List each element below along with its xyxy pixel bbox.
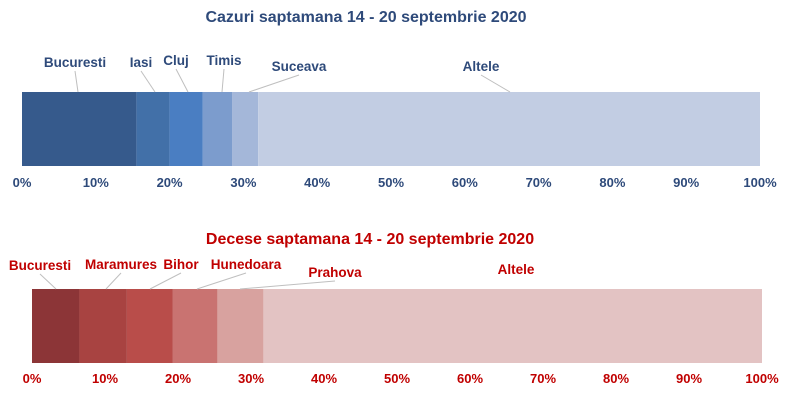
- x-tick-label: 50%: [378, 175, 404, 190]
- x-tick-label: 10%: [83, 175, 109, 190]
- bar-segment-cluj: [169, 92, 203, 166]
- segment-label: Timis: [206, 53, 241, 68]
- x-tick-label: 70%: [530, 371, 556, 386]
- segment-label: Prahova: [308, 265, 362, 280]
- bar-segment-prahova: [217, 289, 264, 363]
- bar-segment-altele: [263, 289, 762, 363]
- segment-label: Suceava: [272, 59, 327, 74]
- leader-line: [196, 272, 247, 290]
- bar-segment-iasi: [136, 92, 170, 166]
- leader-line: [74, 70, 79, 93]
- bar-segment-altele: [258, 92, 760, 166]
- x-tick-label: 90%: [676, 371, 702, 386]
- leader-line: [175, 68, 189, 93]
- x-tick-label: 80%: [599, 175, 625, 190]
- x-tick-label: 30%: [238, 371, 264, 386]
- cases-chart: Cazuri saptamana 14 - 20 septembrie 2020…: [13, 9, 777, 190]
- chart-title: Cazuri saptamana 14 - 20 septembrie 2020: [205, 9, 526, 26]
- leader-line: [140, 70, 156, 93]
- segment-label: Altele: [463, 59, 500, 74]
- segment-label: Bucuresti: [44, 55, 106, 70]
- x-tick-label: 60%: [452, 175, 478, 190]
- x-tick-label: 70%: [526, 175, 552, 190]
- segment-label: Cluj: [163, 53, 189, 68]
- bar-segment-hunedoara: [172, 289, 218, 363]
- bar-segment-bihor: [126, 289, 173, 363]
- leader-line: [105, 272, 122, 290]
- chart-title: Decese saptamana 14 - 20 septembrie 2020: [206, 231, 534, 248]
- x-tick-label: 100%: [745, 371, 779, 386]
- x-tick-label: 0%: [23, 371, 42, 386]
- segment-label: Bucuresti: [9, 258, 71, 273]
- leader-line: [480, 74, 511, 93]
- x-tick-label: 100%: [743, 175, 777, 190]
- x-tick-label: 20%: [165, 371, 191, 386]
- leader-line: [149, 272, 182, 290]
- bar-segment-maramures: [79, 289, 127, 363]
- bar-segment-suceava: [232, 92, 259, 166]
- segment-label: Hunedoara: [211, 257, 282, 272]
- segment-label: Iasi: [130, 55, 153, 70]
- x-tick-label: 20%: [157, 175, 183, 190]
- leader-line: [248, 74, 300, 93]
- x-tick-label: 90%: [673, 175, 699, 190]
- x-tick-label: 30%: [230, 175, 256, 190]
- x-tick-label: 40%: [311, 371, 337, 386]
- x-tick-label: 0%: [13, 175, 32, 190]
- leader-line: [39, 273, 57, 290]
- leader-line: [221, 68, 225, 93]
- x-tick-label: 40%: [304, 175, 330, 190]
- leader-line: [239, 280, 336, 290]
- x-tick-label: 60%: [457, 371, 483, 386]
- segment-label: Altele: [498, 262, 535, 277]
- deaths-chart: Decese saptamana 14 - 20 septembrie 2020…: [9, 231, 779, 386]
- segment-label: Maramures: [85, 257, 157, 272]
- x-tick-label: 10%: [92, 371, 118, 386]
- segment-label: Bihor: [163, 257, 199, 272]
- bar-segment-bucuresti: [32, 289, 80, 363]
- bar-segment-bucuresti: [22, 92, 137, 166]
- bar-segment-timis: [202, 92, 233, 166]
- x-tick-label: 50%: [384, 371, 410, 386]
- x-tick-label: 80%: [603, 371, 629, 386]
